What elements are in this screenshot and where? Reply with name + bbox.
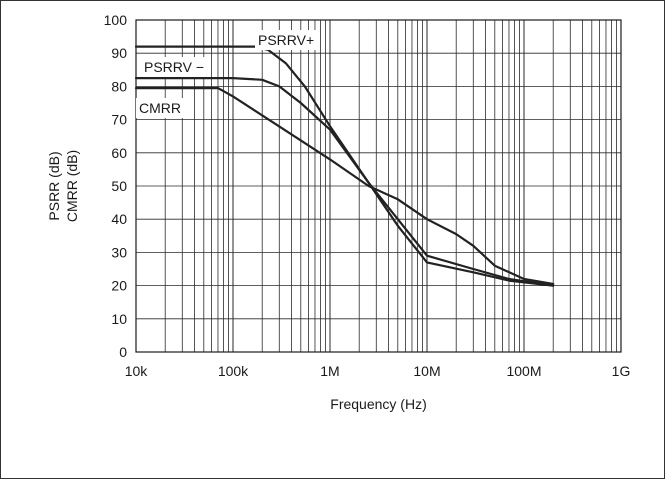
- series-line-psrrv+: [134, 45, 555, 287]
- y-tick-label: 30: [111, 244, 127, 260]
- series-label-background: [141, 57, 209, 77]
- y-axis-label-psrr: PSRR (dB): [46, 151, 62, 220]
- x-tick-label: 10k: [125, 363, 149, 379]
- series-label: PSRRV+: [258, 32, 314, 48]
- y-tick-label: 90: [111, 45, 127, 61]
- series-label: PSRRV −: [144, 59, 204, 75]
- series-label-background: [255, 30, 319, 50]
- x-tick-label: 100k: [218, 363, 249, 379]
- x-tick-label: 1G: [612, 363, 631, 379]
- grid: [136, 20, 621, 352]
- series-label-background: [136, 98, 185, 118]
- series-label: CMRR: [139, 100, 181, 116]
- plot-area-border: [135, 19, 622, 353]
- y-tick-label: 10: [111, 311, 127, 327]
- x-tick-label: 1M: [320, 363, 339, 379]
- x-axis-label: Frequency (Hz): [330, 396, 426, 412]
- series-line-psrrv: [134, 77, 555, 287]
- series-labels: PSRRV+ PSRRV − CMRR: [136, 30, 319, 118]
- y-tick-label: 60: [111, 145, 127, 161]
- y-axis-label-cmrr: CMRR (dB): [64, 150, 80, 222]
- x-tick-label: 100M: [506, 363, 541, 379]
- y-tick-label: 80: [111, 78, 127, 94]
- series-lines: [134, 45, 555, 287]
- tick-labels: 0 10 20 30 40 50 60 70 80 90 100 10k 100k 1M 10M 100M 1G: [104, 12, 631, 379]
- y-tick-label: 20: [111, 278, 127, 294]
- y-tick-label: 50: [111, 178, 127, 194]
- x-tick-label: 10M: [413, 363, 440, 379]
- y-tick-label: 70: [111, 112, 127, 128]
- y-tick-label: 40: [111, 211, 127, 227]
- series-line-cmrr: [134, 87, 555, 285]
- y-tick-label: 100: [104, 12, 128, 28]
- y-tick-label: 0: [119, 344, 127, 360]
